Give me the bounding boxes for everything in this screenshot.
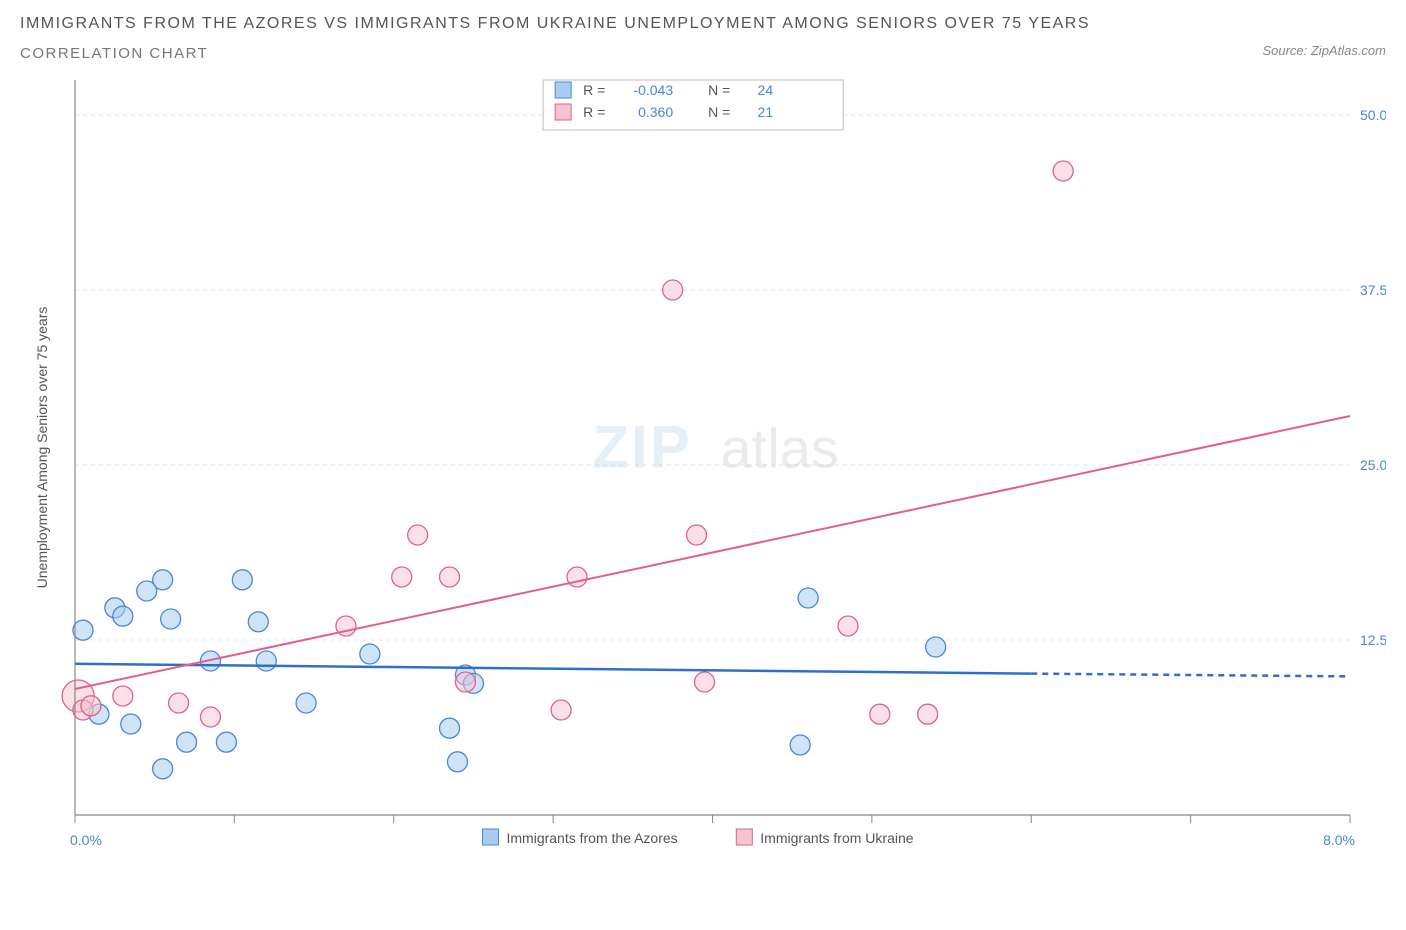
azores-point — [73, 620, 93, 640]
chart-subtitle: CORRELATION CHART — [20, 45, 1090, 62]
ukraine-point — [663, 280, 683, 300]
azores-point — [926, 637, 946, 657]
title-block: IMMIGRANTS FROM THE AZORES VS IMMIGRANTS… — [20, 15, 1090, 70]
azores-point — [798, 588, 818, 608]
series-legend-swatch — [483, 829, 499, 845]
azores-trendline-dashed — [1031, 674, 1350, 677]
legend-n-label: N = — [708, 82, 730, 98]
ukraine-point — [695, 672, 715, 692]
legend-r-value: -0.043 — [633, 82, 673, 98]
legend-r-value: 0.360 — [638, 104, 673, 120]
azores-point — [121, 714, 141, 734]
azores-point — [161, 609, 181, 629]
chart-title: IMMIGRANTS FROM THE AZORES VS IMMIGRANTS… — [20, 15, 1090, 33]
legend-n-value: 21 — [758, 104, 774, 120]
series-legend-label: Immigrants from Ukraine — [760, 830, 913, 846]
azores-point — [153, 759, 173, 779]
ukraine-point — [440, 567, 460, 587]
scatter-chart: ZIP atlas 0.0% 8.0% 12.5% 25.0% 37.5% 50.0% Unem… — [20, 75, 1386, 885]
azores-point — [232, 570, 252, 590]
azores-point — [296, 693, 316, 713]
chart-area: ZIP atlas 0.0% 8.0% 12.5% 25.0% 37.5% 50.0% Unem… — [20, 75, 1386, 885]
y-tick-label: 25.0% — [1360, 457, 1386, 473]
azores-point — [360, 644, 380, 664]
ukraine-point — [81, 696, 101, 716]
ukraine-point — [169, 693, 189, 713]
ukraine-point — [918, 704, 938, 724]
azores-trendline — [75, 664, 1031, 674]
ukraine-point — [392, 567, 412, 587]
legend-n-value: 24 — [758, 82, 774, 98]
ukraine-point — [200, 707, 220, 727]
y-tick-label: 12.5% — [1360, 632, 1386, 648]
legend-r-label: R = — [583, 104, 605, 120]
series-legend-label: Immigrants from the Azores — [507, 830, 678, 846]
y-axis-label: Unemployment Among Seniors over 75 years — [34, 307, 50, 589]
ukraine-trendline — [75, 416, 1350, 689]
ukraine-point — [687, 525, 707, 545]
header-row: IMMIGRANTS FROM THE AZORES VS IMMIGRANTS… — [20, 15, 1386, 70]
azores-point — [448, 752, 468, 772]
azores-point — [177, 732, 197, 752]
x-tick-label: 8.0% — [1323, 832, 1355, 848]
legend-n-label: N = — [708, 104, 730, 120]
azores-point — [256, 651, 276, 671]
ukraine-point — [551, 700, 571, 720]
azores-point — [248, 612, 268, 632]
x-tick-label: 0.0% — [70, 832, 102, 848]
ukraine-point — [455, 672, 475, 692]
azores-point — [113, 606, 133, 626]
legend-r-label: R = — [583, 82, 605, 98]
ukraine-point — [870, 704, 890, 724]
y-tick-label: 37.5% — [1360, 282, 1386, 298]
ukraine-point — [1053, 161, 1073, 181]
legend-swatch — [555, 104, 571, 120]
legend-swatch — [555, 82, 571, 98]
azores-point — [216, 732, 236, 752]
svg-text:atlas: atlas — [721, 417, 839, 480]
y-tick-label: 50.0% — [1360, 107, 1386, 123]
ukraine-point — [113, 686, 133, 706]
source-attribution: Source: ZipAtlas.com — [1262, 43, 1386, 58]
azores-point — [440, 718, 460, 738]
azores-point — [790, 735, 810, 755]
ukraine-point — [408, 525, 428, 545]
series-legend-swatch — [736, 829, 752, 845]
ukraine-point — [838, 616, 858, 636]
svg-text:ZIP: ZIP — [593, 414, 692, 481]
azores-point — [153, 570, 173, 590]
